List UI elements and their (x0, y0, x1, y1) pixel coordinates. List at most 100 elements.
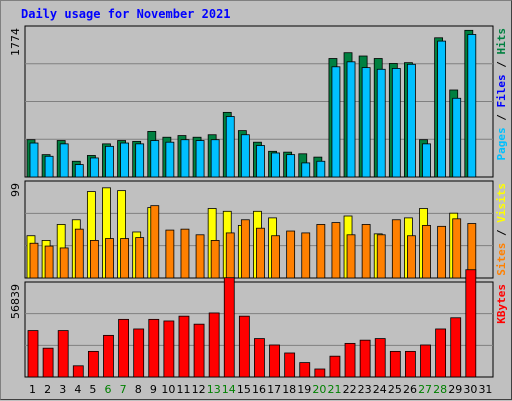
x-tick-label-day-18: 18 (282, 383, 296, 396)
x-tick-label-day-26: 26 (403, 383, 417, 396)
bar-hits-files-pages-pages-day-16 (256, 145, 265, 178)
bar-hits-files-pages-pages-day-22 (346, 61, 356, 178)
x-tick-label-day-17: 17 (267, 383, 281, 396)
bar-hits-files-pages-pages-day-29 (452, 97, 462, 178)
bar-hits-files-pages-pages-day-26 (407, 63, 416, 178)
x-tick-label-day-28: 28 (433, 383, 447, 396)
bar-visits-sites-sites-day-25 (391, 219, 401, 279)
ymax-label-kbytes: 56839 (9, 284, 22, 319)
side-label-part: / (495, 55, 508, 75)
bar-kbytes-day-19 (299, 362, 311, 378)
x-tick-label-day-1: 1 (29, 383, 36, 396)
bar-kbytes-day-6 (103, 334, 114, 378)
bar-kbytes-day-3 (57, 330, 69, 378)
bar-hits-files-pages-pages-day-23 (361, 67, 371, 178)
bar-hits-files-pages-pages-day-21 (331, 66, 341, 178)
bar-visits-sites-sites-day-11 (180, 228, 190, 279)
bar-kbytes-day-29 (450, 317, 462, 378)
bar-visits-sites-sites-day-6 (105, 238, 114, 279)
side-label-hits-files-pages: Pages / Files / Hits (495, 28, 508, 161)
bar-visits-sites-sites-day-7 (120, 238, 129, 279)
x-tick-label-day-19: 19 (297, 383, 311, 396)
bar-hits-files-pages-pages-day-24 (376, 68, 386, 178)
bar-kbytes-day-4 (72, 365, 84, 378)
bar-visits-sites-sites-day-14 (225, 232, 235, 279)
bar-kbytes-day-10 (163, 320, 175, 378)
side-label-part: / (495, 108, 508, 128)
bar-hits-files-pages-pages-day-9 (150, 140, 160, 178)
side-label-visits-sites: Sites / Visits (495, 183, 508, 276)
bar-hits-files-pages-pages-day-2 (44, 155, 54, 178)
bar-kbytes-day-17 (269, 344, 280, 378)
x-tick-label-day-5: 5 (89, 383, 96, 396)
side-label-part: KBytes (495, 284, 508, 324)
bar-hits-files-pages-pages-day-8 (135, 143, 145, 178)
side-label-part: Pages (495, 127, 508, 160)
bar-visits-sites-sites-day-4 (74, 228, 84, 279)
bar-kbytes-day-21 (329, 355, 341, 378)
x-tick-label-day-23: 23 (358, 383, 372, 396)
bar-visits-sites-sites-day-22 (346, 234, 356, 279)
x-tick-label-day-4: 4 (74, 383, 81, 396)
x-tick-label-day-12: 12 (192, 383, 206, 396)
side-label-part: Hits (495, 28, 508, 55)
bar-kbytes-day-27 (420, 344, 431, 378)
side-label-part: / (495, 223, 508, 243)
bar-visits-sites-sites-day-16 (256, 227, 265, 279)
side-label-part: Visits (495, 183, 508, 223)
bar-kbytes-day-25 (389, 350, 401, 378)
bar-hits-files-pages-pages-day-13 (210, 139, 220, 178)
bar-hits-files-pages-pages-day-10 (165, 141, 175, 178)
bar-visits-sites-sites-day-24 (376, 234, 386, 279)
bar-visits-sites-sites-day-9 (150, 205, 160, 279)
ymax-label-visits-sites: 99 (9, 183, 22, 197)
bar-hits-files-pages-pages-day-17 (271, 152, 280, 178)
bar-hits-files-pages-pages-day-18 (286, 154, 296, 178)
bar-visits-sites-sites-day-17 (271, 235, 280, 279)
bar-visits-sites-sites-day-28 (437, 225, 447, 279)
bar-kbytes-day-22 (344, 342, 356, 378)
bar-kbytes-day-26 (405, 350, 416, 378)
x-tick-label-day-27: 27 (418, 383, 432, 396)
bar-visits-sites-sites-day-12 (195, 234, 205, 279)
x-tick-label-day-20: 20 (312, 383, 326, 396)
bar-hits-files-pages-pages-day-30 (467, 34, 477, 178)
x-tick-label-day-3: 3 (59, 383, 66, 396)
x-tick-label-day-7: 7 (120, 383, 127, 396)
bar-hits-files-pages-pages-day-11 (180, 139, 190, 178)
x-tick-label-day-14: 14 (222, 383, 236, 396)
x-tick-label-day-2: 2 (44, 383, 51, 396)
bar-visits-sites-sites-day-1 (29, 242, 39, 279)
x-tick-label-day-13: 13 (207, 383, 221, 396)
bar-visits-sites-sites-day-27 (422, 224, 431, 279)
bar-visits-sites-sites-day-23 (361, 224, 371, 279)
bar-kbytes-day-5 (87, 350, 99, 378)
side-label-part: Sites (495, 243, 508, 276)
bar-hits-files-pages-pages-day-6 (105, 145, 114, 178)
side-label-kbytes: KBytes (495, 284, 508, 324)
x-tick-label-day-15: 15 (237, 383, 251, 396)
bar-visits-sites-sites-day-15 (240, 219, 250, 279)
bar-visits-sites-sites-day-18 (286, 230, 296, 279)
bar-kbytes-day-9 (148, 318, 160, 378)
x-tick-label-day-10: 10 (161, 383, 175, 396)
x-tick-label-day-21: 21 (327, 383, 341, 396)
bar-kbytes-day-2 (42, 347, 54, 378)
bar-kbytes-day-23 (359, 339, 371, 378)
bar-hits-files-pages-pages-day-4 (74, 164, 84, 178)
ymax-label-hits-files-pages: 1774 (9, 28, 22, 56)
bar-kbytes-day-7 (118, 318, 129, 378)
bar-kbytes-day-14 (223, 277, 235, 378)
bar-hits-files-pages-pages-day-12 (195, 140, 205, 178)
bar-kbytes-day-20 (314, 368, 326, 378)
x-tick-label-day-29: 29 (448, 383, 462, 396)
x-tick-label-day-9: 9 (150, 383, 157, 396)
bar-hits-files-pages-pages-day-19 (301, 162, 311, 178)
bar-kbytes-day-18 (284, 352, 296, 378)
bar-kbytes-day-24 (374, 338, 386, 378)
x-tick-label-day-25: 25 (388, 383, 402, 396)
bar-hits-files-pages-pages-day-5 (89, 157, 99, 178)
bar-kbytes-day-30 (465, 269, 477, 378)
